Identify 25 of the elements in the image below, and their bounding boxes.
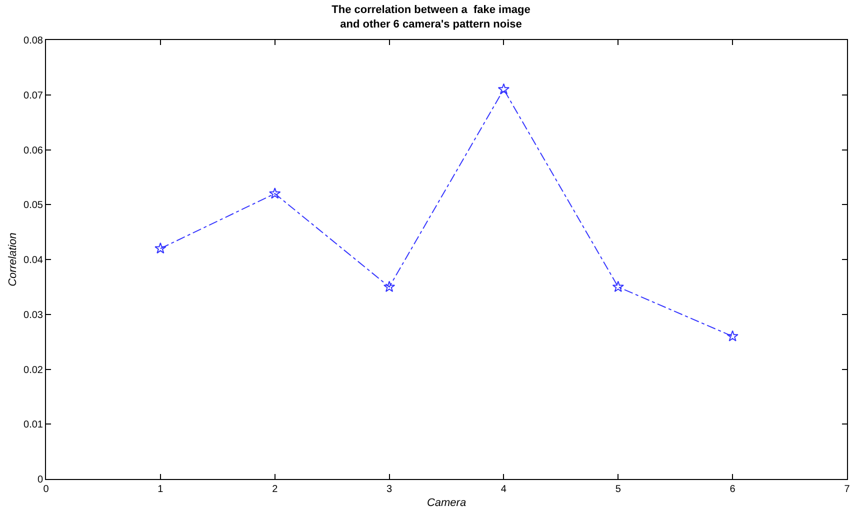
x-tick-label: 7	[844, 484, 850, 495]
y-tick-label: 0.02	[24, 364, 44, 376]
x-tick-label: 3	[386, 484, 393, 495]
point	[269, 188, 281, 199]
y-tick-label: 0.05	[24, 200, 44, 212]
y-tick-label: 0.03	[24, 310, 44, 321]
point	[726, 330, 738, 342]
x-tick-label: 4	[500, 484, 507, 495]
point	[383, 280, 396, 292]
y-tick-label: 0.08	[24, 36, 44, 46]
x-tick-label: 6	[730, 484, 736, 495]
y-axis-title: Correlation	[7, 232, 20, 286]
point	[154, 242, 166, 254]
x-tick-label: 5	[615, 484, 622, 495]
chart-title: The correlation between a fake image and other 6 camera's pattern noise	[332, 4, 530, 30]
y-tick-label: 0.06	[24, 145, 44, 156]
point	[612, 280, 624, 292]
y-tick-label: 0.04	[24, 255, 44, 266]
x-tick-label: 1	[158, 484, 164, 495]
x-axis-title: Camera	[426, 497, 466, 510]
x-tick-label: 2	[272, 484, 278, 495]
y-tick-label: 0.07	[24, 90, 44, 102]
y-tick-label: 0	[37, 474, 44, 486]
point	[498, 83, 510, 94]
y-tick-label: 0.01	[24, 420, 44, 431]
